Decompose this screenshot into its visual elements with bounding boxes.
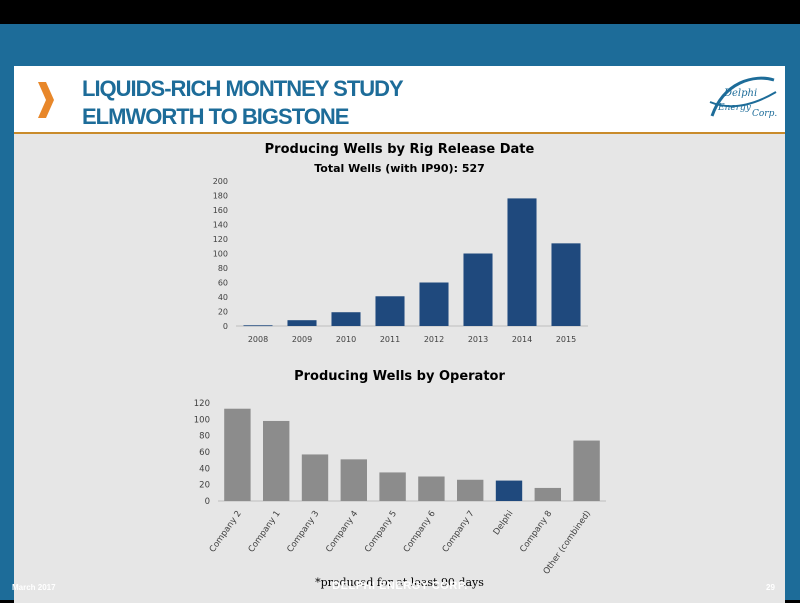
y-tick-label: 40 <box>218 293 228 302</box>
bar <box>551 243 581 326</box>
x-tick-label: 2010 <box>336 335 356 344</box>
y-tick-label: 60 <box>199 448 210 458</box>
y-tick-label: 200 <box>213 177 228 186</box>
x-tick-label: Company 8 <box>518 509 554 555</box>
y-tick-label: 100 <box>194 415 210 425</box>
x-tick-label: 2008 <box>248 335 268 344</box>
bar <box>463 253 493 326</box>
y-tick-label: 140 <box>213 221 228 230</box>
bar <box>243 325 273 327</box>
slide-header: LIQUIDS-RICH MONTNEY STUDY ELMWORTH TO B… <box>14 66 785 134</box>
footer-brand: DELPHI ENERGY CORP. <box>332 580 468 592</box>
bar <box>495 480 523 501</box>
chart2-title: Producing Wells by Operator <box>294 369 505 384</box>
x-tick-label: 2011 <box>380 335 400 344</box>
bar <box>507 198 537 326</box>
bar <box>375 296 405 326</box>
bar <box>457 479 484 501</box>
x-tick-label: 2009 <box>292 335 312 344</box>
bar <box>263 420 290 501</box>
x-tick-label: 2014 <box>512 335 532 344</box>
y-tick-label: 160 <box>213 206 228 215</box>
x-tick-label: Company 5 <box>363 509 399 555</box>
y-tick-label: 0 <box>223 322 228 331</box>
x-tick-label: Company 3 <box>285 509 321 555</box>
x-tick-label: Company 7 <box>441 509 477 555</box>
footer-date: March 2017 <box>12 583 56 592</box>
y-tick-label: 80 <box>218 264 228 273</box>
bar <box>331 312 361 326</box>
bar <box>534 487 561 501</box>
chart1-title: Producing Wells by Rig Release Date <box>264 142 535 157</box>
y-tick-label: 0 <box>205 497 210 507</box>
svg-text:Delphi: Delphi <box>723 88 757 99</box>
slide-title-line2: ELMWORTH TO BIGSTONE <box>82 104 349 129</box>
slide: LIQUIDS-RICH MONTNEY STUDY ELMWORTH TO B… <box>14 66 785 603</box>
delphi-logo: Delphi Energy Corp. <box>709 76 777 119</box>
x-tick-label: Company 2 <box>208 509 244 555</box>
x-tick-label: Delphi <box>492 509 516 537</box>
x-tick-label: 2012 <box>424 335 444 344</box>
y-tick-label: 120 <box>194 399 210 409</box>
y-tick-label: 100 <box>213 250 228 259</box>
slide-title-line1: LIQUIDS-RICH MONTNEY STUDY <box>82 76 404 101</box>
bar <box>419 282 449 326</box>
x-tick-label: 2013 <box>468 335 488 344</box>
y-tick-label: 120 <box>213 235 228 244</box>
page-number: 29 <box>766 583 775 592</box>
slide-frame: LIQUIDS-RICH MONTNEY STUDY ELMWORTH TO B… <box>0 24 800 603</box>
bar <box>224 408 251 501</box>
y-tick-label: 20 <box>218 308 228 317</box>
y-tick-label: 60 <box>218 279 228 288</box>
x-tick-label: Company 1 <box>247 509 283 555</box>
bar <box>573 440 600 501</box>
footnote: *produced for at least 90 days <box>315 576 484 589</box>
svg-text:Energy: Energy <box>717 103 752 113</box>
svg-text:Corp.: Corp. <box>752 109 777 119</box>
y-tick-label: 180 <box>213 192 228 201</box>
y-tick-label: 20 <box>199 481 210 491</box>
header-rule <box>14 132 785 134</box>
chevron-icon <box>38 82 54 118</box>
x-tick-label: Company 4 <box>324 509 360 555</box>
chart1-subtitle: Total Wells (with IP90): 527 <box>314 162 485 175</box>
bar <box>418 476 445 501</box>
rig-release-bar-chart: 0 20 40 60 80 100 120 140 160 180 200 2008 2009 2010 2… <box>213 177 588 344</box>
x-tick-label: 2015 <box>556 335 576 344</box>
y-tick-label: 40 <box>199 464 210 474</box>
y-tick-label: 80 <box>199 432 210 442</box>
bar <box>287 320 317 326</box>
bar <box>340 459 367 501</box>
x-tick-label: Company 6 <box>402 509 438 555</box>
bar <box>301 454 329 501</box>
bar <box>379 472 406 501</box>
